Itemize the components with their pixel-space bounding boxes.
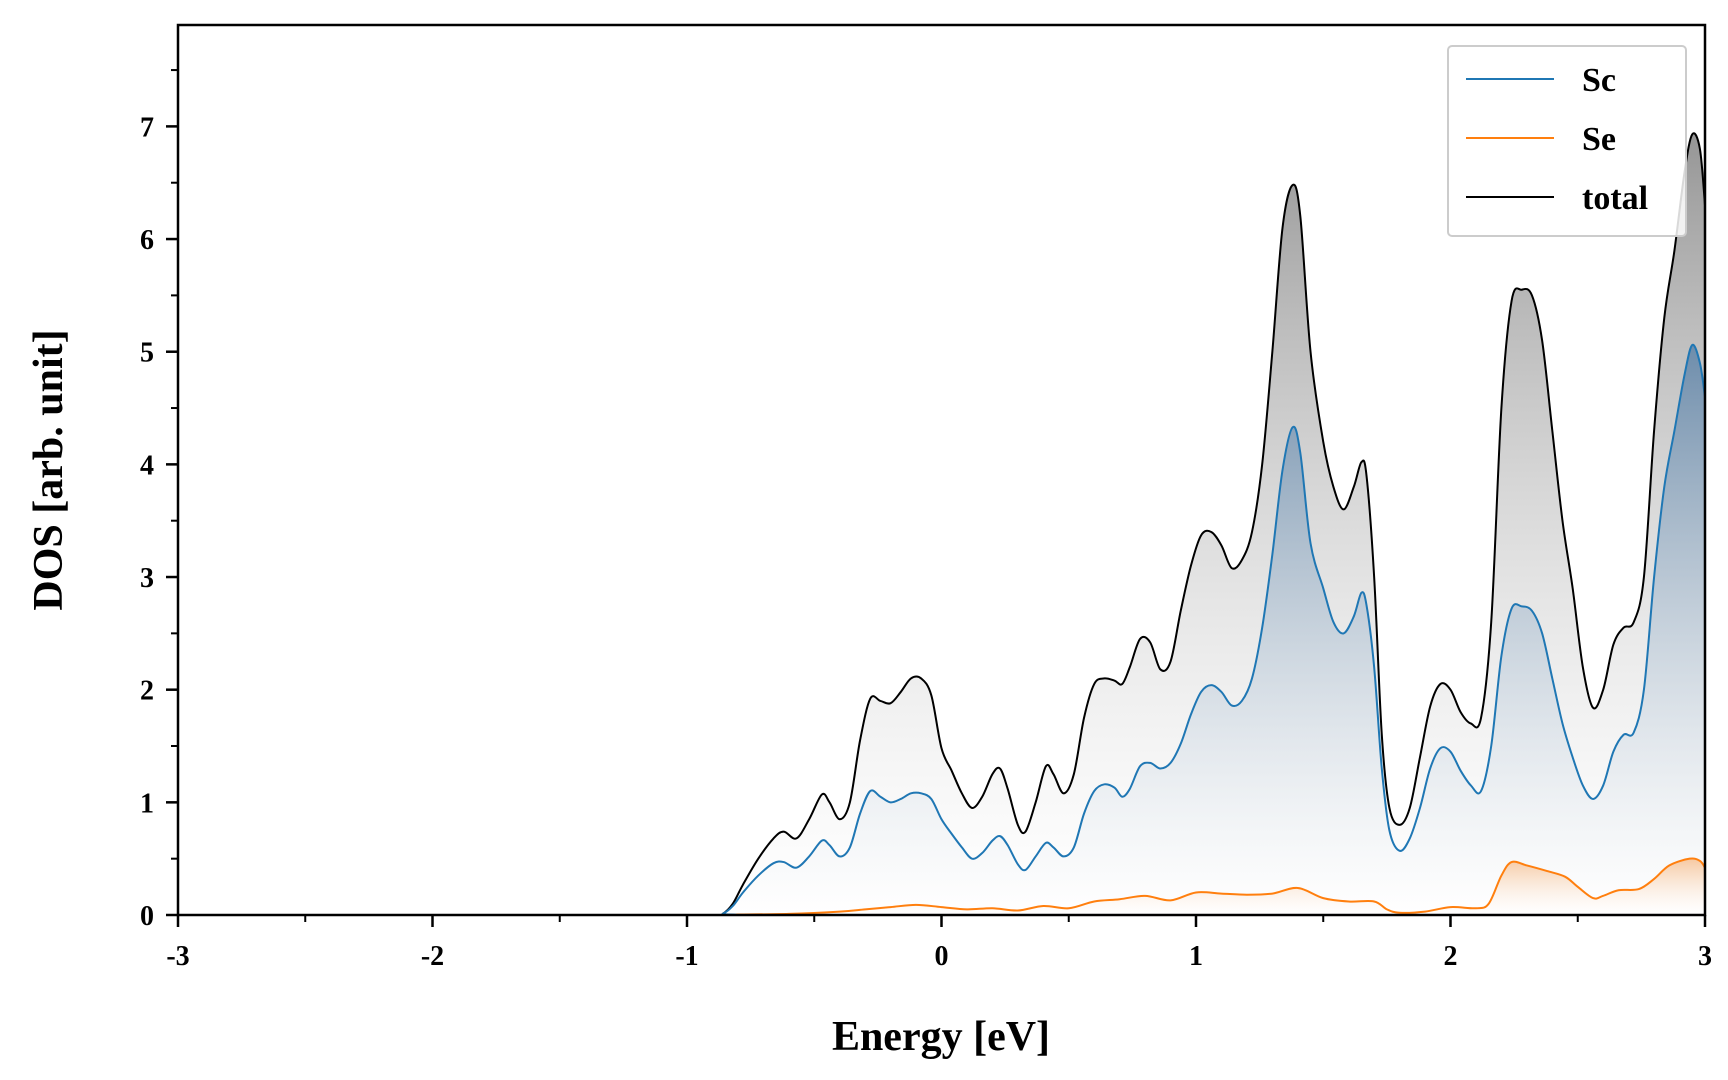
y-tick-label: 2 [140, 676, 154, 707]
y-tick-label: 4 [140, 450, 154, 481]
y-tick-label: 0 [140, 901, 154, 932]
y-axis-ticks: 0 1 2 3 4 5 6 7 [140, 69, 178, 932]
legend-label-sc: Sc [1582, 62, 1616, 99]
sc-series-line [178, 343, 1705, 915]
sc-area-fill [178, 344, 1705, 915]
legend-label-se: Se [1582, 121, 1616, 158]
legend-box [1447, 45, 1687, 237]
y-tick-label: 1 [140, 788, 154, 819]
x-tick-label: -3 [166, 941, 189, 972]
y-tick-label: 3 [140, 563, 154, 594]
y-tick-label: 6 [140, 225, 154, 256]
area-fills [178, 133, 1705, 915]
x-tick-label: 2 [1444, 941, 1458, 972]
x-tick-label: 0 [935, 941, 949, 972]
x-tick-label: -1 [675, 941, 698, 972]
legend-label-total: total [1582, 180, 1648, 217]
y-tick-label: 5 [140, 338, 154, 369]
legend: Sc Se total [1447, 45, 1687, 237]
x-tick-label: 1 [1189, 941, 1203, 972]
se-area-fill [178, 858, 1705, 915]
total-series-line [178, 132, 1705, 915]
y-tick-label: 7 [140, 112, 154, 143]
series-lines [178, 132, 1705, 915]
y-axis-label: DOS [arb. unit] [26, 329, 72, 610]
x-tick-label: 3 [1698, 941, 1712, 972]
x-axis-label: Energy [eV] [832, 1014, 1050, 1060]
se-series-line [178, 857, 1705, 915]
x-axis-ticks: -3 -2 -1 0 1 2 3 [166, 915, 1712, 972]
x-tick-label: -2 [421, 941, 444, 972]
